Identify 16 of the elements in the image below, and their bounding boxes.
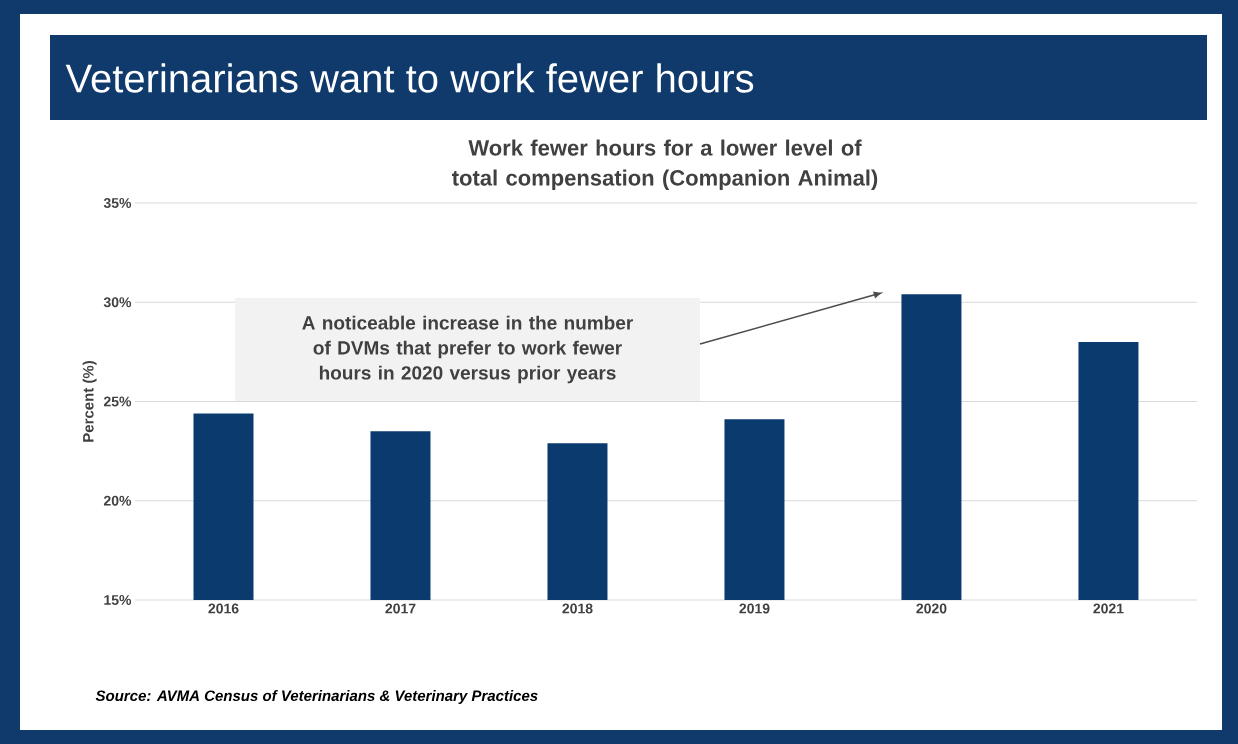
y-tick-label: 15% [104, 595, 132, 605]
x-tick-label: 2016 [208, 603, 239, 614]
y-tick-label: 25% [103, 396, 132, 407]
chart-title: Veterinarians want to work fewer hours [65, 63, 754, 93]
y-tick-label: 30% [103, 297, 132, 308]
annotation: A noticeable increase in the number of DVMs that prefer to work fewer hours in 2020 versus prior years [302, 315, 633, 384]
x-tick-label: 2019 [739, 603, 770, 614]
y-tick-label: 35% [103, 198, 132, 208]
x-tick-label: 2018 [562, 603, 593, 614]
y-tick-label: 20% [103, 495, 132, 506]
source-note: Source: AVMA Census of Veterinarians & Veterinary Practices [95, 690, 538, 704]
chart-subtitle: Work fewer hours for a lower level of total compensation (Companion Animal) [451, 139, 878, 191]
y-axis-title: Percent (%) [82, 361, 97, 442]
x-tick-label: 2021 [1093, 603, 1124, 614]
x-tick-label: 2017 [385, 603, 416, 614]
x-tick-label: 2020 [916, 603, 947, 614]
